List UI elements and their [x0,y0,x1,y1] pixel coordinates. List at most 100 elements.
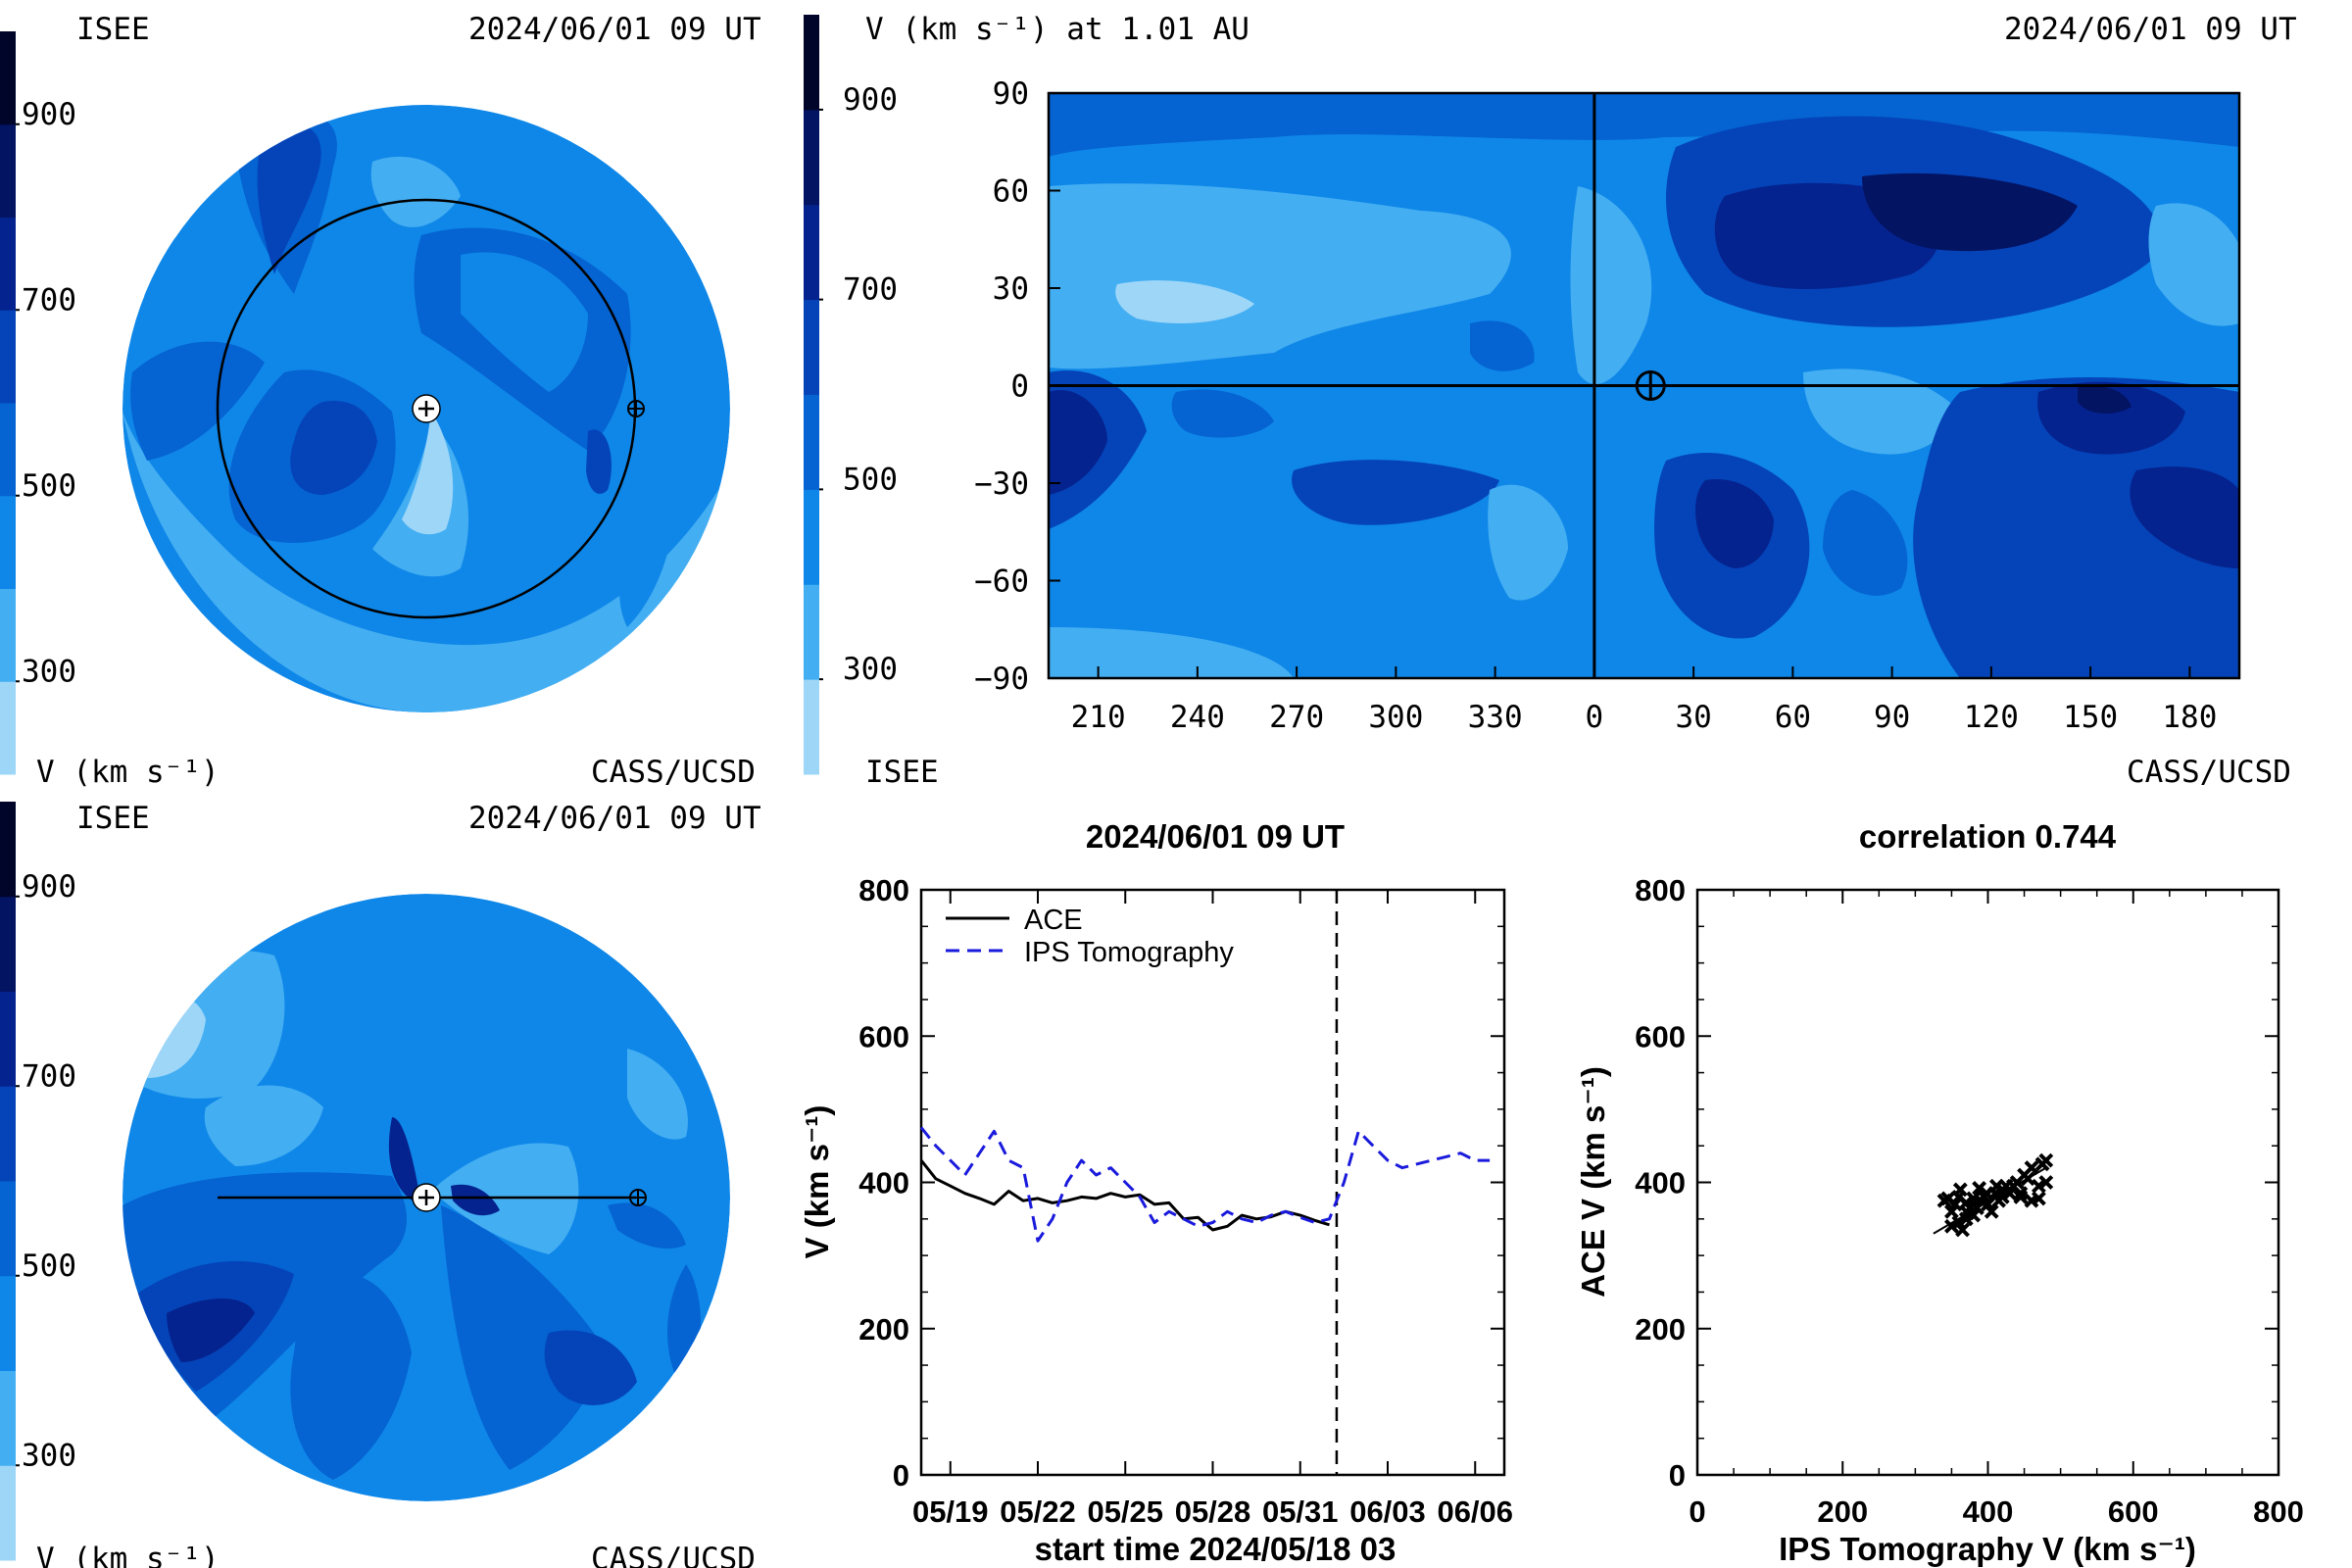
colorbar-tick-label: 700 [843,272,898,308]
colorbar-segment [0,217,16,311]
y-tick-label: 0 [1669,1458,1686,1493]
scatter-point [2038,1152,2054,1168]
org-label: ISEE [76,12,150,47]
longitude-axis: 210 240 270 300 330 0 30 60 90 120 150 180 [1071,666,2217,735]
lon-tick-label: 0 [1586,700,1604,735]
lon-tick-label: 30 [1675,700,1711,735]
colorbar-tick-label: 700 [22,282,76,318]
colorbar-segment [0,1181,16,1277]
colorbar-segment [0,1370,16,1466]
colorbar-segment [0,495,16,589]
colorbar-segment [0,1275,16,1371]
colorbar-bottom-left: 900 700 500 300 [0,802,76,1561]
series-group [919,1126,1491,1243]
x-tick-label: 600 [2108,1494,2159,1529]
x-tick-label: 05/19 [912,1494,989,1529]
lon-tick-label: 180 [2162,700,2217,735]
map-title: V (km s⁻¹) at 1.01 AU [865,12,1250,47]
colorbar-segment [804,109,819,206]
colorbar-segment [0,802,16,898]
ace-series-line [919,1159,1330,1232]
x-tick-label: 05/22 [1000,1494,1076,1529]
colorbar-tick-label: 300 [843,652,898,687]
colorbar-tick-label: 300 [22,654,76,689]
lat-tick-label: 0 [1010,369,1029,405]
x-tick-label: 06/03 [1349,1494,1426,1529]
colorbar-segment [804,584,819,680]
earth-icon [1635,370,1666,401]
y-tick-label: 800 [1635,873,1686,907]
colorbar-segment [0,896,16,992]
x-axis-label: start time 2024/05/18 03 [1035,1531,1396,1567]
x-tick-label: 200 [1817,1494,1868,1529]
x-tick-label: 06/06 [1437,1494,1513,1529]
meridional-velocity-disk [122,894,730,1501]
colorbar-top-right: 900 700 500 300 [804,15,898,775]
chart-title: 2024/06/01 09 UT [1086,818,1345,855]
legend-label-ips: IPS Tomography [1024,937,1234,968]
colorbar-segment [0,1086,16,1182]
sun-icon [412,1183,441,1212]
scatter-point [2013,1190,2029,1204]
time-label: 2024/06/01 09 UT [468,801,761,836]
y-tick-label: 200 [1635,1312,1686,1347]
colorbar-tick-label: 500 [843,462,898,497]
lon-tick-label: 270 [1269,700,1324,735]
scatter-point [1994,1190,2010,1204]
time-label: 2024/06/01 09 UT [468,12,761,47]
unit-label: V (km s⁻¹) [36,1542,220,1568]
colorbar-segment [0,31,16,125]
y-tick-label: 0 [893,1458,909,1493]
colorbar-segment [804,679,819,775]
x-tick-label: 800 [2253,1494,2304,1529]
colorbar-tick-label: 300 [22,1438,76,1473]
x-tick-label: 05/31 [1262,1494,1339,1529]
lon-tick-label: 150 [2063,700,2118,735]
scatter-axes: 800 600 400 200 00 200 400 600 800 [1635,873,2304,1529]
sun-icon [412,394,441,423]
scatter-title: correlation 0.744 [1859,818,2117,855]
scatter-point [1979,1186,1994,1201]
colorbar-segment [804,204,819,301]
fit-line [1933,1166,2047,1235]
panel-bottom-left: 900 700 500 300 ISEE 2024/06/01 09 UT V (km… [0,801,761,1568]
colorbar-segment [0,1465,16,1561]
x-tick-label: 0 [1689,1494,1705,1529]
scatter-point [2002,1186,2018,1201]
scatter-point [1955,1222,1970,1238]
scatter-point [2031,1178,2046,1194]
colorbar-top-left: 900 700 500 300 [0,31,76,775]
lat-tick-label: −30 [974,466,1029,502]
earth-icon [627,400,645,417]
colorbar-segment [804,394,819,490]
colorbar-segment [0,588,16,682]
scatter-x-label: IPS Tomography V (km s⁻¹) [1779,1531,2196,1567]
lon-tick-label: 60 [1775,700,1811,735]
map-credit: CASS/UCSD [2127,755,2291,790]
colorbar-tick-label: 500 [22,1249,76,1284]
lon-tick-label: 120 [1964,700,2019,735]
colorbar-segment [804,299,819,395]
scatter-point [2031,1191,2046,1206]
lon-tick-label: 330 [1468,700,1523,735]
map-time: 2024/06/01 09 UT [2004,12,2297,47]
org-label: ISEE [76,801,150,836]
y-tick-label: 600 [1635,1019,1686,1054]
scatter-point [1988,1178,2004,1194]
scatter-point [1940,1191,1956,1206]
colorbar-segment [804,489,819,585]
scatter-frame [1695,888,2280,1477]
scatter-point [1944,1203,1959,1219]
lat-tick-label: 30 [993,271,1029,307]
map-org: ISEE [865,755,939,790]
scatter-points [1933,1152,2054,1238]
credit-label: CASS/UCSD [591,755,756,790]
colorbar-segment [0,310,16,404]
x-tick-label: 400 [1963,1494,2014,1529]
colorbar-tick-label: 900 [843,82,898,118]
colorbar-tick-label: 700 [22,1058,76,1094]
lon-tick-label: 90 [1874,700,1910,735]
legend-label-ace: ACE [1024,905,1083,936]
y-tick-label: 400 [858,1166,909,1200]
